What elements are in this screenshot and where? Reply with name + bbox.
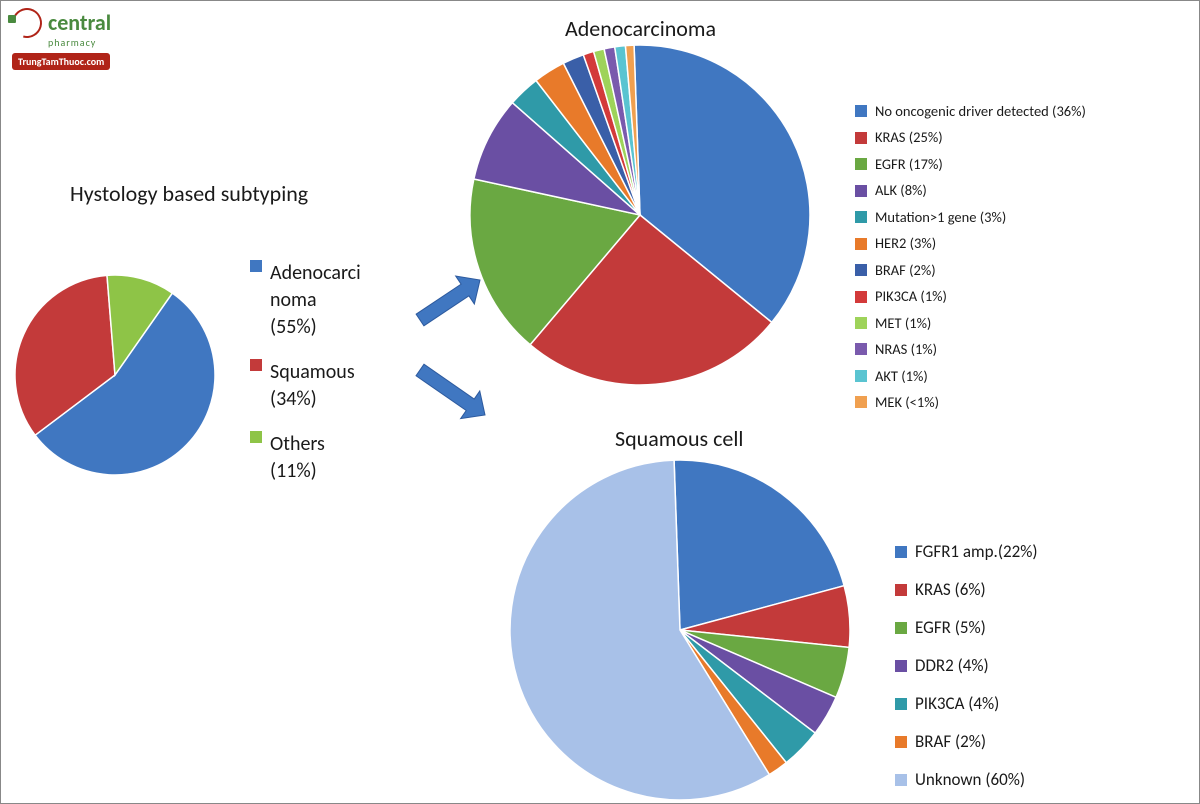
adenocarcinoma-pie — [468, 43, 812, 387]
logo-brand: central — [48, 13, 111, 33]
legend-item: BRAF (2%) — [855, 259, 1086, 281]
legend-label: Mutation>1 gene (3%) — [875, 206, 1006, 228]
logo-subtitle: pharmacy — [48, 36, 152, 49]
legend-label: BRAF (2%) — [875, 259, 936, 281]
legend-swatch — [855, 291, 867, 303]
legend-label: AKT (1%) — [875, 365, 928, 387]
legend-item: MEK (<1%) — [855, 391, 1086, 413]
legend-label: No oncogenic driver detected (36%) — [875, 100, 1086, 122]
legend-label: KRAS (6%) — [915, 573, 986, 607]
legend-label: ALK (8%) — [875, 179, 927, 201]
legend-item: MET (1%) — [855, 312, 1086, 334]
legend-label: NRAS (1%) — [875, 338, 937, 360]
legend-item: NRAS (1%) — [855, 338, 1086, 360]
legend-item: KRAS (25%) — [855, 126, 1086, 148]
legend-label: FGFR1 amp.(22%) — [915, 535, 1038, 569]
legend-swatch — [855, 317, 867, 329]
legend-item: KRAS (6%) — [895, 573, 1038, 607]
logo-banner: TrungTamThuoc.com — [12, 53, 110, 70]
legend-label: EGFR (5%) — [915, 611, 986, 645]
legend-item: No oncogenic driver detected (36%) — [855, 100, 1086, 122]
legend-swatch — [855, 185, 867, 197]
legend-swatch — [855, 238, 867, 250]
legend-item: Squamous(34%) — [250, 359, 361, 413]
legend-item: DDR2 (4%) — [895, 649, 1038, 683]
legend-label: PIK3CA (4%) — [915, 687, 999, 721]
squamous-legend: FGFR1 amp.(22%) KRAS (6%) EGFR (5%) DDR2 (4… — [895, 535, 1038, 801]
legend-swatch — [895, 546, 907, 558]
legend-item: Unknown (60%) — [895, 763, 1038, 797]
legend-label: EGFR (17%) — [875, 153, 943, 175]
legend-item: Others(11%) — [250, 431, 361, 485]
histology-title: Hystology based subtyping — [70, 180, 308, 207]
legend-swatch — [855, 158, 867, 170]
legend-swatch — [895, 660, 907, 672]
legend-item: HER2 (3%) — [855, 232, 1086, 254]
squamous-pie — [508, 458, 852, 802]
histology-legend: Adenocarcinoma(55%) Squamous(34%) Others(1… — [250, 260, 361, 503]
legend-swatch — [855, 105, 867, 117]
legend-item: Adenocarcinoma(55%) — [250, 260, 361, 341]
legend-label: Squamous(34%) — [270, 359, 355, 413]
legend-swatch — [855, 211, 867, 223]
legend-item: EGFR (17%) — [855, 153, 1086, 175]
legend-item: FGFR1 amp.(22%) — [895, 535, 1038, 569]
legend-label: HER2 (3%) — [875, 232, 936, 254]
legend-swatch — [250, 260, 262, 272]
legend-swatch — [855, 343, 867, 355]
legend-swatch — [250, 431, 262, 443]
legend-label: DDR2 (4%) — [915, 649, 989, 683]
legend-label: Others(11%) — [270, 431, 325, 485]
legend-label: Unknown (60%) — [915, 763, 1025, 797]
logo-mark-icon — [7, 3, 48, 44]
legend-label: PIK3CA (1%) — [875, 285, 947, 307]
legend-swatch — [250, 359, 262, 371]
legend-swatch — [895, 584, 907, 596]
legend-label: BRAF (2%) — [915, 725, 986, 759]
legend-item: EGFR (5%) — [895, 611, 1038, 645]
legend-swatch — [895, 774, 907, 786]
legend-swatch — [895, 622, 907, 634]
histology-pie — [13, 273, 217, 477]
legend-swatch — [895, 736, 907, 748]
legend-swatch — [855, 396, 867, 408]
legend-label: Adenocarcinoma(55%) — [270, 260, 361, 341]
legend-item: ALK (8%) — [855, 179, 1086, 201]
legend-item: BRAF (2%) — [895, 725, 1038, 759]
adenocarcinoma-legend: No oncogenic driver detected (36%) KRAS (… — [855, 100, 1086, 418]
legend-label: MEK (<1%) — [875, 391, 939, 413]
legend-label: MET (1%) — [875, 312, 931, 334]
legend-label: KRAS (25%) — [875, 126, 943, 148]
legend-item: AKT (1%) — [855, 365, 1086, 387]
legend-swatch — [895, 698, 907, 710]
legend-item: PIK3CA (4%) — [895, 687, 1038, 721]
legend-swatch — [855, 132, 867, 144]
legend-item: PIK3CA (1%) — [855, 285, 1086, 307]
legend-swatch — [855, 370, 867, 382]
brand-logo: central pharmacy TrungTamThuoc.com — [12, 8, 152, 70]
squamous-title: Squamous cell — [615, 425, 743, 452]
legend-swatch — [855, 264, 867, 276]
adenocarcinoma-title: Adenocarcinoma — [565, 15, 716, 42]
legend-item: Mutation>1 gene (3%) — [855, 206, 1086, 228]
